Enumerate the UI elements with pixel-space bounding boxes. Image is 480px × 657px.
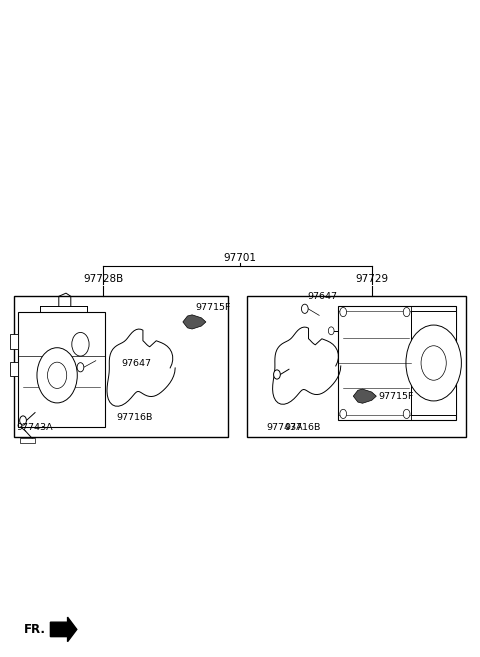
Polygon shape	[50, 617, 77, 642]
Bar	[14, 296, 228, 437]
Bar	[247, 296, 466, 437]
Text: 97647: 97647	[307, 292, 337, 301]
Bar	[20, 438, 35, 443]
Bar	[338, 306, 456, 420]
Text: 97647: 97647	[121, 359, 152, 369]
Circle shape	[72, 332, 89, 356]
Text: 97728B: 97728B	[83, 275, 123, 284]
Text: 97716B: 97716B	[284, 422, 321, 432]
Text: 97716B: 97716B	[116, 413, 153, 422]
Text: 97715F: 97715F	[195, 303, 231, 311]
Text: FR.: FR.	[24, 623, 46, 636]
Text: 97715F: 97715F	[379, 392, 414, 401]
Circle shape	[403, 307, 410, 317]
Circle shape	[274, 370, 280, 379]
Circle shape	[340, 409, 347, 419]
Bar	[411, 311, 456, 415]
Circle shape	[406, 325, 461, 401]
Bar	[10, 334, 18, 349]
Polygon shape	[353, 389, 376, 403]
Circle shape	[403, 409, 410, 419]
Circle shape	[328, 327, 334, 335]
Text: 97743A: 97743A	[266, 422, 303, 432]
Circle shape	[20, 416, 26, 425]
Text: 97729: 97729	[355, 275, 389, 284]
Text: 97701: 97701	[224, 253, 256, 263]
Polygon shape	[183, 315, 206, 329]
Circle shape	[421, 346, 446, 380]
Circle shape	[340, 307, 347, 317]
Bar	[18, 312, 105, 427]
Circle shape	[301, 304, 308, 313]
Circle shape	[48, 362, 67, 388]
Text: 97743A: 97743A	[17, 422, 53, 432]
Circle shape	[37, 348, 77, 403]
Circle shape	[77, 363, 84, 372]
Bar	[10, 362, 18, 376]
